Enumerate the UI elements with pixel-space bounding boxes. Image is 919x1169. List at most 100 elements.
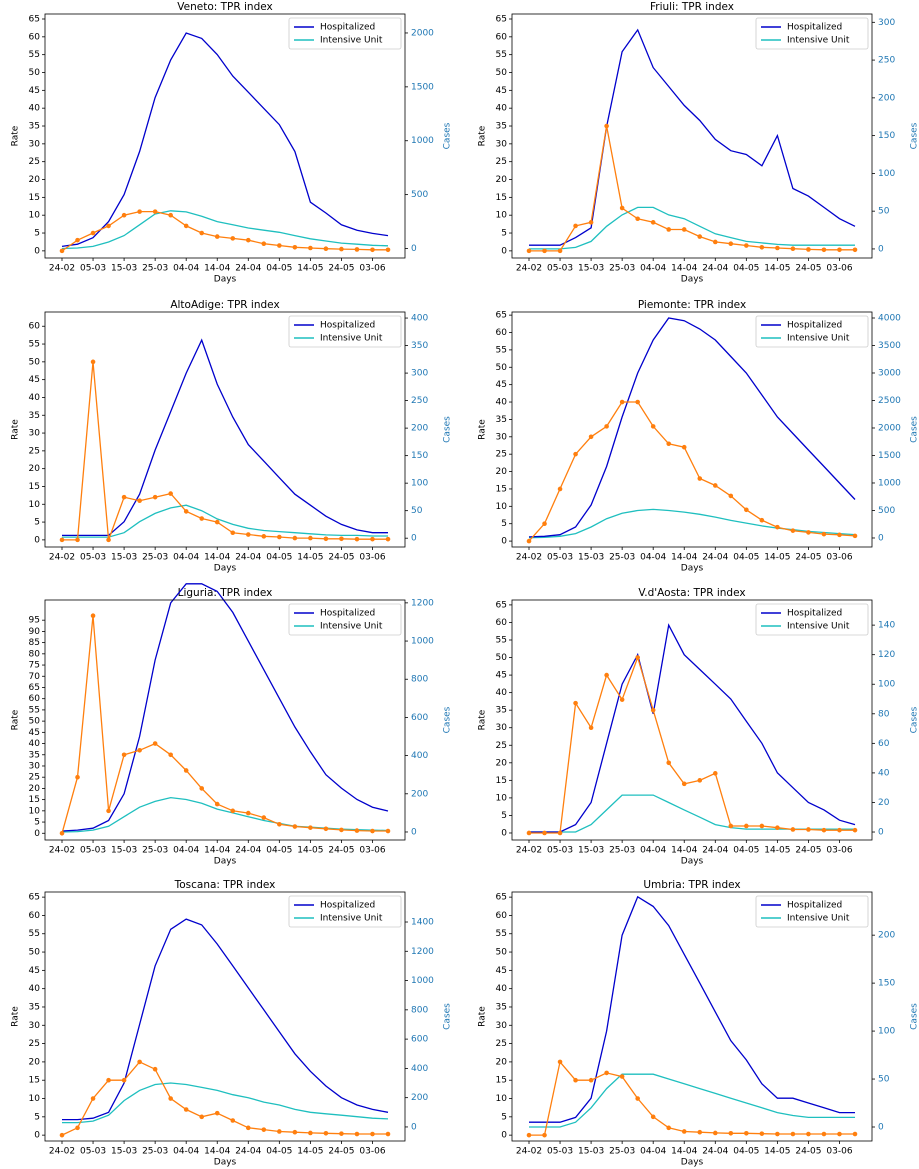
legend-label: Hospitalized xyxy=(320,321,375,331)
y2-tick-label: 1000 xyxy=(878,478,901,488)
y-tick-label: 10 xyxy=(29,1094,41,1104)
series-marker xyxy=(666,227,672,232)
legend-box xyxy=(288,17,402,50)
series-line xyxy=(529,1060,855,1136)
x-tick-label: 24-05 xyxy=(795,1147,821,1157)
series-marker xyxy=(821,1131,827,1137)
y-axis-label: Rate xyxy=(478,419,488,440)
series-marker xyxy=(712,1130,718,1136)
subplot-title: AltoAdige: TPR index xyxy=(170,299,279,311)
x-tick-label: 24-04 xyxy=(702,846,728,856)
y-tick-label: 5 xyxy=(501,1112,507,1122)
series-marker xyxy=(354,828,360,833)
subplot: Umbria: TPR index 0 5 10 15 20 25 30 35 40 45 50 55 6… xyxy=(478,879,919,1168)
x-tick-label: 04-05 xyxy=(266,553,292,563)
x-tick-label: 24-02 xyxy=(49,1147,75,1157)
y2-axis-label: Cases xyxy=(443,122,453,149)
series-marker xyxy=(697,1129,703,1135)
y-tick-label: 60 xyxy=(496,911,508,921)
subplot-title: Friuli: TPR index xyxy=(650,1,734,13)
y-tick-label: 45 xyxy=(496,86,507,96)
x-tick-label: 24-05 xyxy=(795,553,821,563)
x-tick-label: 15-03 xyxy=(111,846,137,856)
series-marker xyxy=(214,801,220,807)
series-marker xyxy=(199,786,205,791)
series-marker xyxy=(837,827,842,833)
series-marker xyxy=(573,700,578,706)
legend-box xyxy=(755,17,869,50)
y-tick-label: 25 xyxy=(29,773,40,783)
series-line xyxy=(529,206,855,250)
x-tick-label: 24-02 xyxy=(49,553,75,563)
series-marker xyxy=(557,486,563,492)
series-marker xyxy=(370,536,375,542)
y2-tick-label: 1200 xyxy=(411,598,434,608)
y2-tick-label: 400 xyxy=(411,751,428,761)
series-marker xyxy=(557,830,563,836)
series-marker xyxy=(199,230,205,236)
y2-tick-label: 3000 xyxy=(878,368,901,378)
series-marker xyxy=(152,209,158,214)
series-marker xyxy=(712,239,718,245)
series-line xyxy=(61,583,389,832)
x-tick-label: 24-05 xyxy=(795,264,821,274)
series-marker xyxy=(292,824,298,829)
series-marker xyxy=(635,216,640,222)
series-marker xyxy=(775,524,780,530)
y-tick-label: 60 xyxy=(29,32,41,42)
x-tick-label: 24-04 xyxy=(702,264,728,274)
plot-frame xyxy=(511,599,873,841)
series-marker xyxy=(526,830,532,836)
y2-tick-label: 2500 xyxy=(878,396,901,406)
x-tick-label: 03-06 xyxy=(359,846,385,856)
y2-tick-label: 200 xyxy=(878,931,895,941)
x-tick-label: 15-03 xyxy=(578,846,604,856)
series-marker xyxy=(666,441,672,447)
x-tick-label: 24-04 xyxy=(235,846,261,856)
y-tick-label: 50 xyxy=(29,68,41,78)
x-tick-label: 04-05 xyxy=(266,846,292,856)
x-tick-label: 03-06 xyxy=(826,846,852,856)
x-tick-label: 05-03 xyxy=(80,846,106,856)
series-marker xyxy=(806,1131,811,1137)
y2-tick-label: 20 xyxy=(878,798,890,808)
y-tick-label: 40 xyxy=(29,739,41,749)
y2-tick-label: 40 xyxy=(878,768,890,778)
x-tick-label: 15-03 xyxy=(111,553,137,563)
y2-tick-label: 150 xyxy=(878,131,895,141)
y-tick-label: 20 xyxy=(496,467,508,477)
series-marker xyxy=(759,517,765,523)
y-tick-label: 50 xyxy=(496,363,508,373)
series-line xyxy=(529,623,856,833)
y-tick-label: 55 xyxy=(496,345,507,355)
legend-box xyxy=(288,895,402,928)
series-marker xyxy=(199,1114,205,1120)
series-marker xyxy=(106,808,111,814)
y-tick-label: 15 xyxy=(29,193,40,203)
y2-tick-label: 200 xyxy=(411,424,428,434)
y-tick-label: 75 xyxy=(29,661,40,671)
y-tick-label: 5 xyxy=(501,229,507,239)
y-tick-label: 40 xyxy=(29,984,41,994)
series-marker xyxy=(806,530,811,535)
series-marker xyxy=(308,825,313,830)
x-tick-label: 04-04 xyxy=(640,846,666,856)
y-tick-label: 15 xyxy=(496,1076,507,1086)
series-marker xyxy=(790,246,796,252)
series-marker xyxy=(728,241,734,247)
series-marker xyxy=(588,220,594,225)
y-tick-label: 5 xyxy=(34,1112,40,1122)
y-tick-label: 15 xyxy=(29,482,40,492)
series-marker xyxy=(790,528,796,533)
x-tick-label: 04-04 xyxy=(173,553,199,563)
y-tick-label: 65 xyxy=(496,311,507,321)
y2-tick-label: 50 xyxy=(878,1075,890,1085)
x-tick-label: 24-04 xyxy=(235,1147,261,1157)
y-tick-label: 30 xyxy=(496,1021,508,1031)
series-marker xyxy=(852,533,858,539)
series-marker xyxy=(106,223,111,229)
y2-axis-label: Cases xyxy=(443,706,453,733)
y-tick-label: 40 xyxy=(496,984,508,994)
y-tick-label: 5 xyxy=(34,818,40,828)
y2-tick-label: 0 xyxy=(878,828,884,838)
